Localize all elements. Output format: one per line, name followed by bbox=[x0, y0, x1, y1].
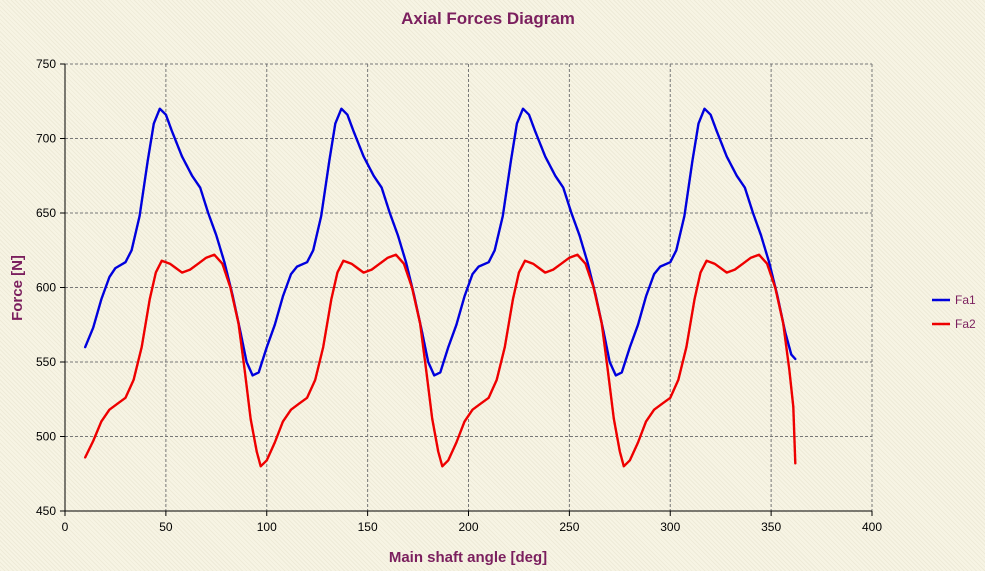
x-tick-label: 400 bbox=[862, 520, 882, 534]
x-tick-label: 300 bbox=[660, 520, 680, 534]
y-tick-label: 600 bbox=[36, 281, 56, 295]
x-tick-label: 0 bbox=[62, 520, 69, 534]
y-tick-label: 550 bbox=[36, 355, 56, 369]
series-line-fa1 bbox=[84, 107, 797, 377]
y-tick-label: 750 bbox=[36, 57, 56, 71]
series-line-fa2 bbox=[84, 253, 797, 468]
x-tick-label: 50 bbox=[159, 520, 173, 534]
y-tick-label: 450 bbox=[36, 504, 56, 518]
x-tick-label: 250 bbox=[559, 520, 579, 534]
y-tick-label: 650 bbox=[36, 206, 56, 220]
plot-area: 0 50 100 150 200 250 300 350 400 450 500 550 600 650 7… bbox=[36, 57, 882, 534]
y-axis-title: Force [N] bbox=[9, 255, 26, 321]
x-tick-label: 350 bbox=[761, 520, 781, 534]
y-tick-label: 500 bbox=[36, 430, 56, 444]
x-axis-title: Main shaft angle [deg] bbox=[389, 549, 547, 566]
x-tick-label: 150 bbox=[358, 520, 378, 534]
legend: Fa1 Fa2 bbox=[932, 293, 976, 331]
y-tick-label: 700 bbox=[36, 132, 56, 146]
x-tick-label: 200 bbox=[458, 520, 478, 534]
legend-label-fa1: Fa1 bbox=[955, 293, 976, 307]
chart-title: Axial Forces Diagram bbox=[401, 9, 575, 28]
legend-label-fa2: Fa2 bbox=[955, 317, 976, 331]
x-tick-label: 100 bbox=[257, 520, 277, 534]
